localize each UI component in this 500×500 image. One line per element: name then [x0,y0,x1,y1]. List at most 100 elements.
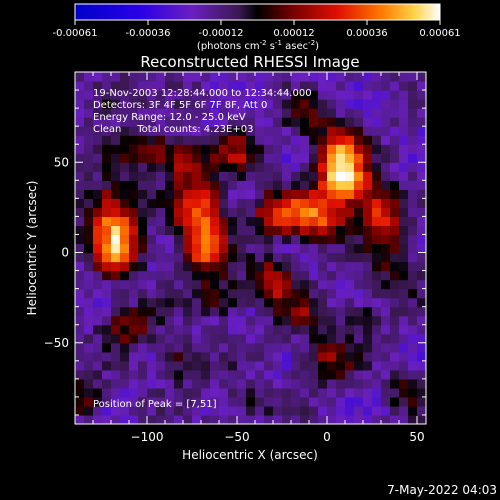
heatmap-cell [165,243,175,254]
heatmap-cell [282,378,292,389]
heatmap-cell [309,387,319,398]
heatmap-cell [111,243,121,254]
heatmap-cell [102,342,112,353]
colorbar-unit-label: (photons cm-2 s-1 asec-2) [197,39,319,52]
heatmap-cell [201,153,211,163]
heatmap-cell [192,351,202,362]
heatmap-cell [138,126,148,136]
heatmap-cell [408,315,418,326]
heatmap-cell [318,369,328,380]
heatmap-cell [273,315,283,326]
heatmap-cell [93,108,103,118]
heatmap-cell [318,378,328,389]
heatmap-cell [147,279,157,290]
heatmap-cell [156,306,166,317]
heatmap-cell [372,297,382,308]
heatmap-cell [156,81,166,91]
heatmap-cell [399,288,409,299]
heatmap-cell [75,108,85,118]
heatmap-cell [408,288,418,299]
heatmap-cell [174,99,184,109]
colorbar-tick-label: 0.00061 [419,28,460,39]
heatmap-cell [102,216,112,227]
heatmap-cell [192,135,202,145]
heatmap-cell [390,252,400,263]
heatmap-cell [336,171,346,181]
heatmap-cell [246,162,256,172]
heatmap-cell [291,189,301,199]
heatmap-cell [183,90,193,100]
heatmap-cell [183,297,193,308]
heatmap-cell [309,81,319,91]
heatmap-cell [291,225,301,236]
heatmap-cell [372,198,382,208]
heatmap-cell [363,108,373,118]
heatmap-cell [120,234,130,245]
heatmap-cell [417,387,426,398]
heatmap-cell [192,414,202,424]
heatmap-cell [75,396,85,407]
heatmap-cell [192,360,202,371]
heatmap-cell [363,90,373,100]
heatmap-cell [273,324,283,335]
heatmap-cell [192,189,202,199]
heatmap-cell [111,234,121,245]
heatmap-cell [201,81,211,91]
heatmap-cell [390,99,400,109]
heatmap-cell [246,135,256,145]
heatmap-cell [174,207,184,218]
heatmap-cell [156,198,166,208]
heatmap-cell [138,405,148,416]
heatmap-cell [282,369,292,380]
heatmap-cell [399,90,409,100]
heatmap-cell [93,99,103,109]
heatmap-cell [111,108,121,118]
heatmap-cell [255,135,265,145]
heatmap-cell [102,324,112,335]
heatmap-cell [75,171,85,181]
heatmap-cell [336,414,346,424]
heatmap-cell [318,360,328,371]
heatmap-cell [255,261,265,272]
heatmap-cell [282,315,292,326]
heatmap-cell [408,189,418,199]
heatmap-cell [129,153,139,163]
heatmap-cell [318,261,328,272]
heatmap-cell [273,144,283,154]
heatmap-cell [372,252,382,263]
heatmap-cell [219,153,229,163]
heatmap-cell [318,90,328,100]
heatmap-cell [183,135,193,145]
heatmap-cell [345,144,355,154]
heatmap-cell [228,117,238,127]
heatmap-cell [147,189,157,199]
heatmap-cell [192,90,202,100]
heatmap-cell [255,270,265,281]
heatmap-cell [318,135,328,145]
heatmap-cell [138,387,148,398]
heatmap-cell [102,351,112,362]
heatmap-cell [363,333,373,344]
heatmap-cell [417,243,426,254]
heatmap-cell [291,306,301,317]
heatmap-cell [84,270,94,281]
heatmap-cell [354,135,364,145]
colorbar-ticks [74,20,441,25]
heatmap-cell [309,207,319,218]
heatmap-cell [75,144,85,154]
heatmap-cell [273,108,283,118]
heatmap-cell [372,279,382,290]
heatmap-cell [219,162,229,172]
heatmap-cell [156,360,166,371]
heatmap-cell [390,153,400,163]
heatmap-cell [210,117,220,127]
heatmap-cell [372,144,382,154]
heatmap-cell [417,378,426,389]
heatmap-cell [201,144,211,154]
heatmap-cell [336,270,346,281]
heatmap-cell [246,108,256,118]
heatmap-cell [345,279,355,290]
heatmap-cell [156,351,166,362]
heatmap-cell [147,135,157,145]
